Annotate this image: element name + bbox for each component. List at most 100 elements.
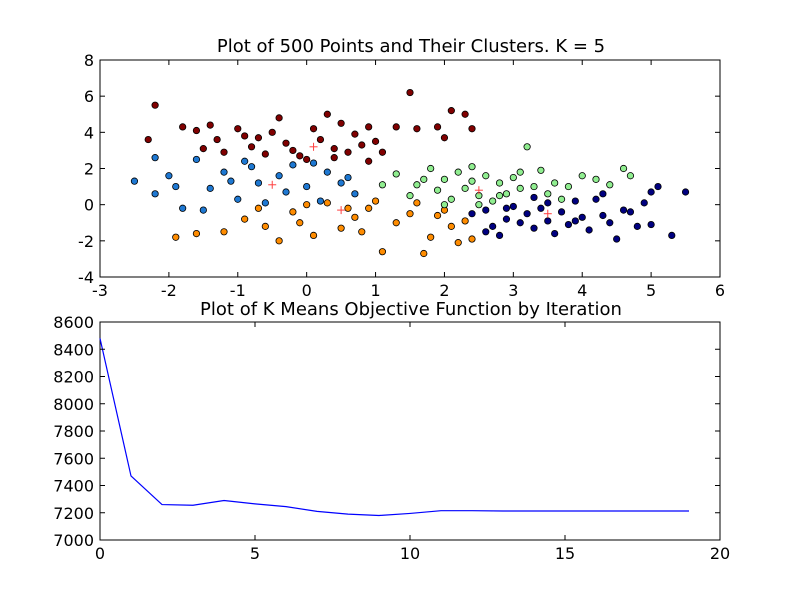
scatter-point bbox=[468, 235, 476, 243]
scatter-point bbox=[530, 224, 538, 232]
scatter-point bbox=[261, 222, 269, 230]
scatter-marks bbox=[130, 88, 690, 258]
y-tick-label: 7000 bbox=[53, 531, 94, 550]
scatter-point bbox=[647, 220, 655, 229]
y-tick-label: 7800 bbox=[53, 422, 94, 441]
scatter-point bbox=[585, 226, 593, 234]
scatter-point bbox=[261, 150, 269, 158]
scatter-point bbox=[495, 179, 504, 187]
scatter-point bbox=[220, 168, 228, 176]
scatter-point bbox=[619, 206, 628, 214]
scatter-point bbox=[427, 233, 435, 241]
scatter-point bbox=[413, 181, 421, 189]
scatter-point bbox=[206, 121, 214, 129]
scatter-point bbox=[475, 201, 483, 209]
scatter-point bbox=[571, 217, 579, 225]
scatter-point bbox=[303, 155, 311, 164]
scatter-point bbox=[537, 166, 545, 174]
scatter-point bbox=[433, 186, 442, 194]
scatter-point bbox=[509, 173, 517, 182]
scatter-point bbox=[557, 208, 566, 216]
x-tick-label: 2 bbox=[439, 281, 449, 300]
scatter-point bbox=[433, 123, 442, 131]
x-tick-label: -2 bbox=[161, 281, 177, 300]
y-tick-label: 6 bbox=[84, 87, 94, 106]
scatter-point bbox=[241, 215, 249, 223]
x-tick-label: 10 bbox=[400, 544, 420, 563]
scatter-point bbox=[199, 206, 207, 214]
scatter-point bbox=[151, 190, 159, 198]
line-axes: 0 5 10 15 20 7000 7200 7400 7600 7800 8000 8200 8400… bbox=[53, 313, 730, 563]
scatter-point bbox=[289, 161, 297, 169]
scatter-point bbox=[289, 146, 297, 155]
scatter-point bbox=[502, 215, 511, 223]
scatter-point bbox=[502, 190, 511, 198]
scatter-point bbox=[647, 188, 655, 196]
scatter-point bbox=[447, 222, 455, 230]
y-tick-label: 7400 bbox=[53, 477, 94, 496]
scatter-point bbox=[509, 202, 517, 211]
y-tick-label: 8000 bbox=[53, 395, 94, 414]
scatter-point bbox=[172, 182, 180, 191]
objective-line-plot: Plot of K Means Objective Function by It… bbox=[53, 299, 730, 563]
scatter-point bbox=[206, 184, 214, 192]
scatter-point bbox=[365, 157, 373, 165]
scatter-point bbox=[406, 192, 414, 200]
scatter-point bbox=[282, 188, 290, 196]
scatter-point bbox=[544, 217, 552, 225]
scatter-point bbox=[227, 177, 235, 185]
scatter-point bbox=[413, 199, 421, 207]
y-tick-label: -2 bbox=[78, 232, 94, 251]
scatter-axes: -3 -2 -1 0 1 2 3 4 5 6 -4 -2 0 2 4 6 8 bbox=[78, 51, 725, 300]
scatter-point bbox=[454, 239, 462, 247]
scatter-point bbox=[606, 219, 614, 227]
scatter-point bbox=[447, 195, 455, 203]
scatter-point bbox=[482, 228, 490, 236]
scatter-point bbox=[626, 172, 635, 180]
scatter-point bbox=[544, 190, 552, 198]
scatter-point bbox=[564, 182, 573, 191]
scatter-point bbox=[668, 231, 676, 240]
scatter-point bbox=[151, 154, 159, 162]
scatter-point bbox=[220, 228, 228, 236]
scatter-point bbox=[564, 220, 573, 229]
scatter-point bbox=[433, 211, 442, 220]
scatter-point bbox=[296, 152, 304, 160]
scatter-point bbox=[323, 199, 331, 207]
scatter-point bbox=[413, 125, 421, 133]
scatter-point bbox=[351, 213, 359, 221]
scatter-point bbox=[619, 164, 628, 173]
scatter-point bbox=[440, 134, 449, 142]
scatter-point bbox=[337, 224, 345, 232]
scatter-point bbox=[199, 145, 207, 153]
scatter-point bbox=[330, 145, 338, 153]
scatter-point bbox=[213, 135, 221, 144]
scatter-point bbox=[275, 172, 283, 180]
scatter-point bbox=[420, 175, 428, 183]
y-tick-label: 8600 bbox=[53, 313, 94, 332]
scatter-point bbox=[599, 211, 607, 220]
scatter-point bbox=[337, 119, 345, 127]
scatter-point bbox=[378, 148, 387, 156]
scatter-point bbox=[275, 237, 283, 245]
scatter-point bbox=[330, 154, 338, 162]
scatter-point bbox=[358, 228, 366, 236]
scatter-point bbox=[489, 222, 497, 230]
scatter-point bbox=[130, 177, 139, 185]
scatter-point bbox=[309, 159, 318, 167]
scatter-point bbox=[337, 179, 345, 187]
x-tick-label: 0 bbox=[302, 281, 312, 300]
x-tick-label: 4 bbox=[577, 281, 587, 300]
scatter-point bbox=[351, 130, 359, 138]
scatter-point bbox=[392, 170, 400, 178]
centroid-marker bbox=[268, 180, 277, 189]
scatter-point bbox=[654, 182, 662, 191]
scatter-point bbox=[578, 172, 586, 180]
scatter-point bbox=[344, 204, 352, 212]
scatter-point bbox=[544, 199, 552, 207]
scatter-point bbox=[282, 139, 290, 147]
y-tick-label: 7600 bbox=[53, 449, 94, 468]
scatter-point bbox=[378, 181, 387, 189]
scatter-point bbox=[165, 172, 173, 180]
